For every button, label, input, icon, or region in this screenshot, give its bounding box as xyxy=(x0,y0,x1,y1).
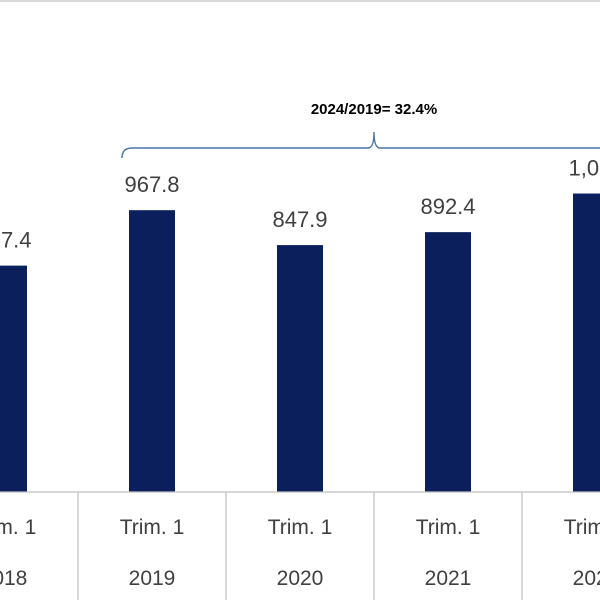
x-tick-quarter-3: Trim. 1 xyxy=(416,516,481,539)
data-label-2: 847.9 xyxy=(272,207,327,232)
bar-4 xyxy=(573,193,600,492)
x-tick-year-0: 2018 xyxy=(0,567,27,590)
x-tick-year-1: 2019 xyxy=(129,567,176,590)
x-tick-quarter-4: Trim. 1 xyxy=(564,516,600,539)
growth-annotation: 2024/2019= 32.4% xyxy=(121,101,600,159)
data-label-0: 777.4 xyxy=(0,228,32,253)
bar-0 xyxy=(0,265,27,492)
data-label-4: 1,025 xyxy=(568,156,600,181)
bar-2 xyxy=(277,245,323,492)
data-label-1: 967.8 xyxy=(124,172,179,197)
bars-layer xyxy=(0,193,600,492)
data-label-3: 892.4 xyxy=(420,194,475,219)
x-tick-quarter-1: Trim. 1 xyxy=(120,516,185,539)
bar-1 xyxy=(129,210,175,492)
growth-annotation-text: 2024/2019= 32.4% xyxy=(311,101,437,118)
data-labels-layer: 777.4 967.8 847.9 892.4 1,025 xyxy=(0,156,600,253)
bar-3 xyxy=(425,232,471,492)
growth-bracket xyxy=(121,131,600,159)
x-tick-year-3: 2021 xyxy=(425,567,472,590)
x-tick-year-4: 2024 xyxy=(573,567,600,590)
x-axis: Trim. 1 2018 Trim. 1 2019 Trim. 1 2020 Trim. 1… xyxy=(0,491,600,600)
x-tick-year-2: 2020 xyxy=(277,567,324,590)
x-tick-quarter-0: Trim. 1 xyxy=(0,516,36,539)
x-tick-quarter-2: Trim. 1 xyxy=(268,516,333,539)
